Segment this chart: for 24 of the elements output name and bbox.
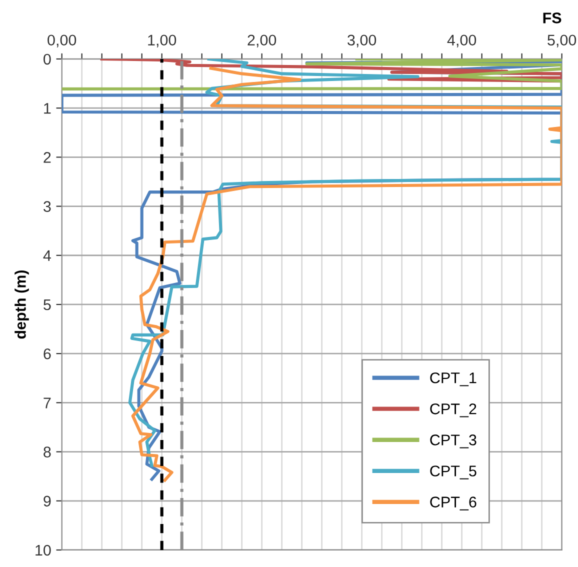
x-tick-label: 2,00: [248, 34, 276, 48]
legend-label: CPT_2: [430, 404, 476, 418]
y-tick-label: 4: [43, 250, 51, 261]
y-tick-label: 3: [44, 201, 51, 212]
y-tick-label: 1: [44, 103, 51, 114]
y-tick-label: 7: [44, 398, 51, 408]
x-axis-title: FS: [543, 12, 562, 24]
y-axis-title: depth (m): [14, 270, 29, 339]
x-tick-label: 0,00: [48, 34, 76, 48]
legend-label: CPT_6: [430, 496, 476, 510]
y-tick-label: 2: [44, 152, 51, 163]
x-tick-label: 1,00: [148, 34, 176, 48]
y-tick-label: 0: [44, 54, 51, 65]
legend-label: CPT_5: [430, 466, 476, 480]
legend-label: CPT_3: [430, 434, 476, 448]
y-tick-label: 8: [44, 446, 51, 458]
y-tick-label: 5: [44, 300, 51, 310]
y-tick-label: 9: [44, 496, 51, 507]
x-tick-label: 5,00: [548, 34, 576, 48]
x-tick-label: 3,00: [348, 34, 376, 48]
y-tick-label: 6: [44, 348, 51, 360]
x-tick-label: 4,00: [447, 34, 476, 48]
legend-label: CPT_1: [430, 372, 476, 386]
y-tick-label: 10: [36, 544, 51, 556]
